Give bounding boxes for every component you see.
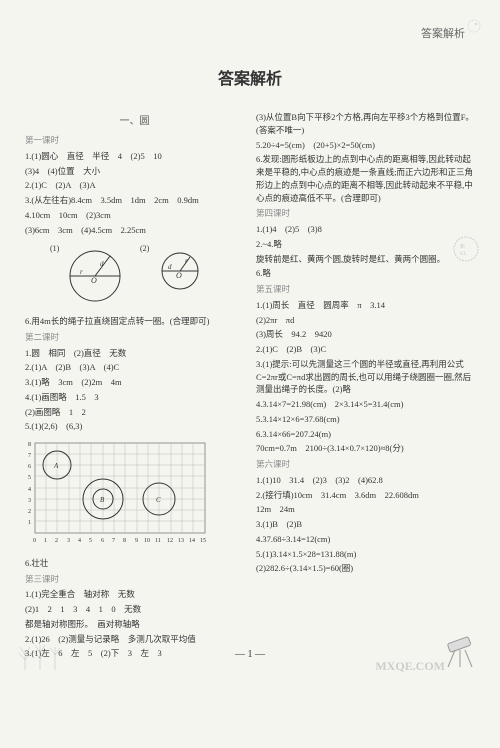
answer-line: 70cm=0.7m 2100÷(3.14×0.7×120)≈8(分) (256, 442, 475, 455)
page-title: 答案解析 (25, 65, 475, 89)
moon-icon (462, 18, 482, 40)
subsection-label: 第三课时 (25, 573, 244, 586)
answer-line: 6.发现:圆形纸板边上的点到中心点的距离相等,因此转动起来是平稳的,中心点的痕迹… (256, 153, 475, 204)
svg-text:11: 11 (155, 538, 161, 544)
svg-text:2: 2 (28, 509, 31, 515)
svg-text:A: A (53, 462, 59, 470)
subsection-label: 第四课时 (256, 207, 475, 220)
answer-line: 6.壮壮 (25, 557, 244, 570)
answer-line: 5.3.14×12×6=37.68(cm) (256, 413, 475, 426)
answer-line: (3)从位置B向下平移2个方格,再向左平移3个方格到位置F。(答案不唯一) (256, 111, 475, 137)
svg-text:7: 7 (112, 538, 115, 544)
answer-line: 2.(1)C (2)A (3)A (25, 179, 244, 192)
section-title: 一、圆 (25, 114, 244, 129)
telescope-icon (440, 635, 480, 672)
svg-text:6: 6 (28, 464, 31, 470)
answer-line: 4.(1)画图略 1.5 3 (25, 391, 244, 404)
svg-text:4: 4 (28, 487, 31, 493)
svg-text:9: 9 (135, 538, 138, 544)
svg-text:d: d (168, 263, 172, 271)
answer-line: 2.(接行填)10cm 31.4cm 3.6dm 22.608dm (256, 489, 475, 502)
answer-line: 3.(1)提示:可以先测量这三个圆的半径或直径,再利用公式C=2πr或C=πd求… (256, 358, 475, 396)
header-label: 答案解析 (421, 25, 465, 41)
answer-line: (3)周长 94.2 9420 (256, 328, 475, 341)
subsection-label: 第一课时 (25, 134, 244, 147)
answer-line: (2)画图略 1 2 (25, 406, 244, 419)
circle-diagram: (1) O r d (2) O d r (25, 241, 244, 310)
answer-line: 都是轴对称图形。 画对称轴略 (25, 618, 244, 631)
answer-line: 4.37.68÷3.14=12(cm) (256, 533, 475, 546)
svg-text:5: 5 (28, 475, 31, 481)
right-column: (3)从位置B向下平移2个方格,再向左平移3个方格到位置F。(答案不唯一) 5.… (256, 109, 475, 662)
svg-text:5: 5 (89, 538, 92, 544)
answer-line: 5.(1)(2,6) (6,3) (25, 420, 244, 433)
answer-line: 2.~4.略 (256, 238, 475, 251)
answer-line: 4.10cm 10cm (2)3cm (25, 209, 244, 222)
svg-text:7: 7 (28, 453, 31, 459)
svg-text:r: r (80, 268, 83, 276)
page-number: — 1 — (235, 649, 265, 660)
svg-text:3: 3 (28, 498, 31, 504)
svg-text:4: 4 (78, 538, 81, 544)
svg-text:6: 6 (101, 538, 104, 544)
content-columns: 一、圆 第一课时 1.(1)圆心 直径 半径 4 (2)5 10 (3)4 (4… (25, 109, 475, 662)
answer-line: 3.(1)B (2)B (256, 518, 475, 531)
answer-line: 5.20÷4=5(cm) (20+5)×2=50(cm) (256, 139, 475, 152)
answer-line: 3.(从左往右)8.4cm 3.5dm 1dm 2cm 0.9dm (25, 194, 244, 207)
answer-line: 1.(1)周长 直径 圆周率 π 3.14 (256, 299, 475, 312)
answer-line: 12m 24m (256, 503, 475, 516)
svg-text:0: 0 (33, 538, 36, 544)
grid-diagram: A B C 012 345 678 91011 121314 15 123 45 (25, 438, 244, 552)
svg-text:O: O (91, 276, 97, 285)
subsection-label: 第五课时 (256, 283, 475, 296)
svg-text:B: B (100, 496, 105, 504)
trees-icon (15, 635, 65, 672)
answer-line: (2)282.6÷(3.14×1.5)=60(圈) (256, 562, 475, 575)
watermark: MXQE.COM (375, 659, 445, 674)
answer-line: 1.(1)圆心 直径 半径 4 (2)5 10 (25, 150, 244, 163)
answer-line: 6.略 (256, 267, 475, 280)
answer-line: 1.圆 相同 (2)直径 无数 (25, 347, 244, 360)
svg-text:O: O (176, 271, 182, 280)
svg-text:1: 1 (44, 538, 47, 544)
answer-line: 2.(1)A (2)B (3)A (4)C (25, 361, 244, 374)
svg-text:13: 13 (178, 538, 184, 544)
answer-line: (3)4 (4)位置 大小 (25, 165, 244, 178)
svg-text:KL: KL (460, 252, 467, 257)
svg-text:3: 3 (67, 538, 70, 544)
svg-text:14: 14 (189, 538, 195, 544)
svg-text:C: C (156, 496, 161, 504)
answer-line: 4.3.14×7=21.98(cm) 2×3.14×5=31.4(cm) (256, 398, 475, 411)
answer-line: 6.用4m长的绳子拉直绕固定点转一圈。(合理即可) (25, 315, 244, 328)
svg-text:(2): (2) (140, 244, 150, 253)
left-column: 一、圆 第一课时 1.(1)圆心 直径 半径 4 (2)5 10 (3)4 (4… (25, 109, 244, 662)
stamp-icon: 新 KL (452, 235, 480, 265)
answer-line: (2)2πr πd (256, 314, 475, 327)
answer-line: (2)1 2 1 3 4 1 0 无数 (25, 603, 244, 616)
svg-text:r: r (185, 257, 188, 265)
subsection-label: 第二课时 (25, 331, 244, 344)
svg-text:2: 2 (55, 538, 58, 544)
svg-text:10: 10 (144, 538, 150, 544)
svg-text:d: d (100, 260, 104, 268)
answer-line: (3)6cm 3cm (4)4.5cm 2.25cm (25, 224, 244, 237)
svg-text:8: 8 (28, 442, 31, 448)
svg-text:15: 15 (200, 538, 206, 544)
answer-line: 1.(1)10 31.4 (2)3 (3)2 (4)62.8 (256, 474, 475, 487)
svg-text:1: 1 (28, 520, 31, 526)
answer-line: 1.(1)4 (2)5 (3)8 (256, 223, 475, 236)
svg-text:12: 12 (167, 538, 173, 544)
answer-line: 3.(1)略 3cm (2)2m 4m (25, 376, 244, 389)
answer-line: 6.3.14×66=207.24(m) (256, 428, 475, 441)
diagram-label: (1) (50, 244, 60, 253)
subsection-label: 第六课时 (256, 458, 475, 471)
answer-line: 旋转前是红、黄两个圆,旋转时是红、黄两个圆圈。 (256, 253, 475, 266)
svg-text:8: 8 (123, 538, 126, 544)
answer-line: 2.(1)C (2)B (3)C (256, 343, 475, 356)
answer-line: 1.(1)完全重合 轴对称 无数 (25, 588, 244, 601)
answer-line: 5.(1)3.14×1.5×28=131.88(m) (256, 548, 475, 561)
svg-text:新: 新 (460, 243, 465, 250)
